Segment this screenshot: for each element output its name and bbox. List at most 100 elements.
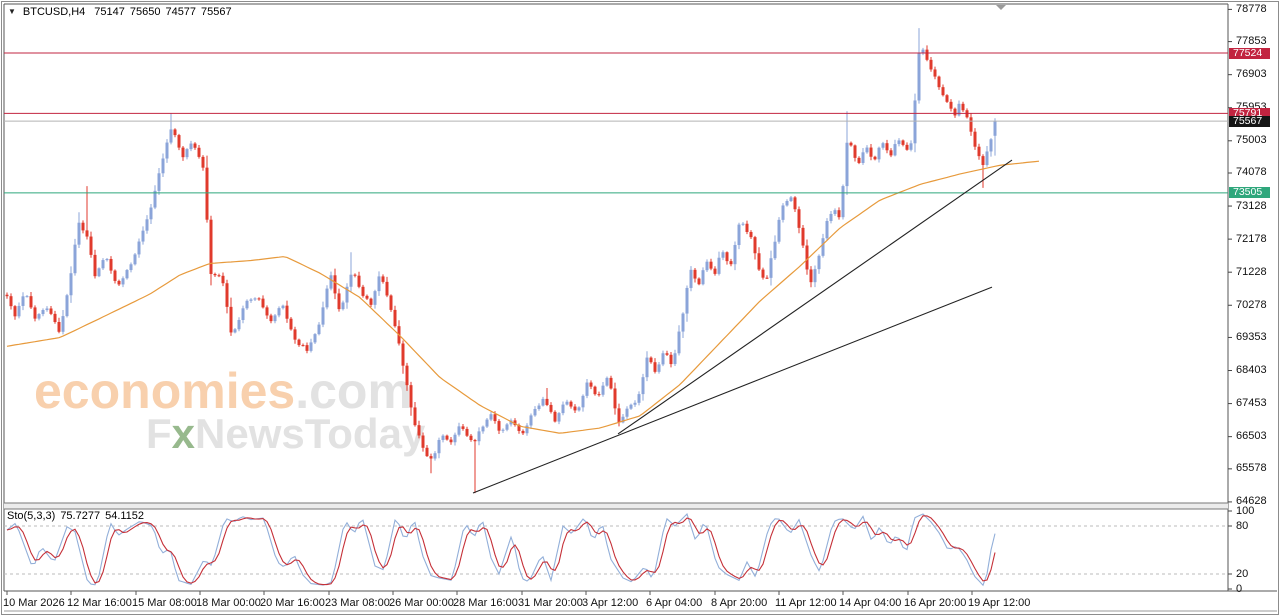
candle-body [949,101,953,109]
candle-body [309,342,313,351]
candle [381,274,385,284]
candle-body [269,315,273,322]
candle-body [685,287,689,314]
candle [661,350,665,367]
candle-body [369,298,373,305]
candle [813,265,817,288]
trendline-1[interactable] [617,159,1013,435]
candle-body [957,103,961,116]
candle [605,376,609,387]
stochastic-signal-line[interactable] [6,515,996,586]
candle-body [373,291,377,305]
candle [409,381,413,416]
candle [365,294,369,301]
candle-body [473,440,477,442]
watermark-subbrand: FxNewsToday [146,410,425,458]
candle-body [953,108,957,116]
candle-body [217,275,221,277]
candle-body [841,186,845,218]
candle [69,266,73,303]
candle-body [161,158,165,174]
candle [869,143,873,161]
candle-body [301,345,305,347]
candle [393,305,397,328]
candle-body [769,258,773,278]
candle [957,100,961,117]
watermark-brand-orange: economies [34,363,296,419]
panel-divider[interactable] [4,503,1228,509]
candle [941,84,945,97]
candle [901,139,905,147]
candle-body [281,305,285,309]
candle [421,432,425,452]
candle [325,285,329,310]
candle-body [789,197,793,202]
candle-body [825,220,829,239]
moving-average-line[interactable] [6,160,1040,434]
candle-body [537,405,541,409]
candle [693,268,697,283]
candle-body [681,313,685,332]
candle-body [377,276,381,292]
stochastic-main-line[interactable] [6,512,996,587]
symbol-dropdown-icon[interactable]: ▼ [8,7,16,16]
candle [973,128,977,150]
candle-body [245,300,249,309]
chart-shift-marker-icon[interactable] [996,5,1006,10]
candle [41,308,45,317]
candle-body [993,121,997,136]
candle [209,215,213,286]
candle [329,271,333,291]
candle-body [569,401,573,407]
candle [429,453,433,474]
candle [489,411,493,422]
trendline-2[interactable] [472,286,993,494]
candle-body [349,274,353,287]
candle [841,184,845,220]
candle [821,233,825,258]
candle-body [313,334,317,343]
candle-body [513,420,517,425]
candle [513,418,517,427]
candle-body [925,49,929,60]
candle-body [913,100,917,144]
candle [201,155,205,171]
watermark-f: F [146,410,172,457]
candle [273,314,277,324]
candle [621,414,625,424]
candle [609,375,613,390]
candle-body [613,388,617,409]
candle [757,247,761,271]
candle [5,292,9,299]
candle-body [785,201,789,206]
candle-body [325,288,329,308]
candle [705,259,709,273]
candle-body [361,286,365,296]
candle [665,350,669,357]
candle-body [165,142,169,159]
candle [837,207,841,220]
candle-body [865,147,869,153]
candle-body [873,156,877,160]
candle-body [901,140,905,145]
candle [657,362,661,374]
stochastic-label: Sto(5,3,3) 75.7277 54.1152 [7,510,144,522]
candle [549,402,553,414]
candle [597,391,601,397]
candle [373,289,377,309]
candle [357,271,361,289]
candle [633,400,637,407]
candle [789,195,793,203]
candle-body [485,419,489,427]
candle [21,292,25,311]
candle [945,94,949,104]
candle-body [849,142,853,146]
candle [673,349,677,366]
candle [805,239,809,275]
candle-body [401,343,405,366]
candle-body [41,310,45,315]
candle-body [581,395,585,408]
candle-body [721,252,725,258]
